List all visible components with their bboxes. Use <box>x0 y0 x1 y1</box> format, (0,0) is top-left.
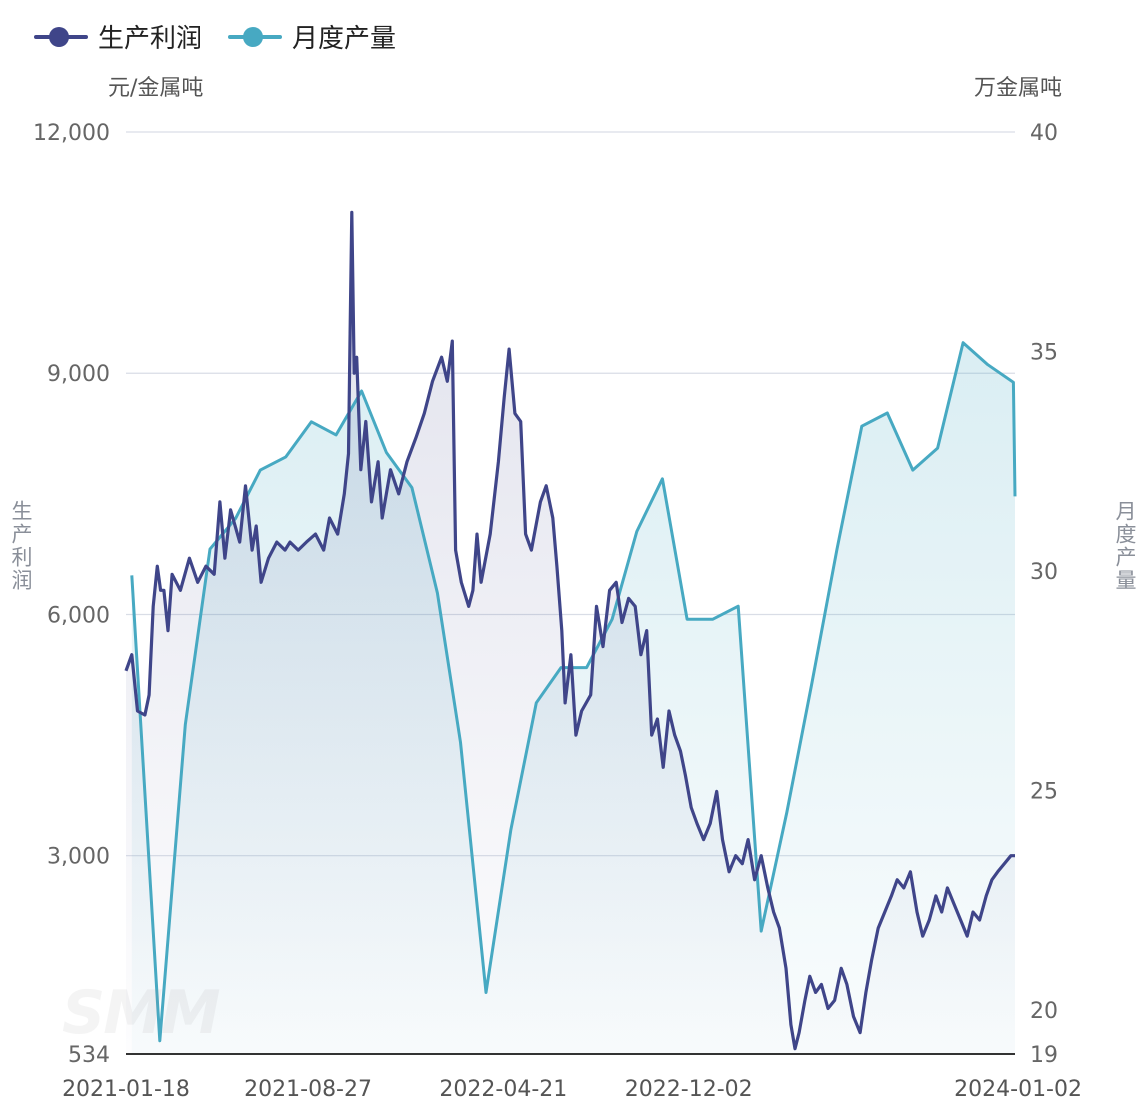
x-tick-label: 2024-01-02 <box>954 1077 1082 1102</box>
output-line[interactable] <box>130 341 1017 1043</box>
watermark: SMM <box>62 978 221 1048</box>
legend-item-output[interactable]: 月度产量 <box>228 18 396 55</box>
area-fills <box>126 212 1016 1054</box>
left-tick-label: 9,000 <box>47 362 110 387</box>
legend-label-output: 月度产量 <box>292 24 397 54</box>
left-tick-label: 12,000 <box>33 121 110 146</box>
x-tick-label: 2022-12-02 <box>625 1077 753 1102</box>
right-tick-label: 19 <box>1030 1043 1058 1068</box>
right-tick-label: 20 <box>1030 999 1058 1024</box>
series-lines <box>124 210 1017 1051</box>
right-tick-label: 35 <box>1030 341 1058 366</box>
legend-marker-output <box>228 26 283 47</box>
legend-marker-profit <box>34 26 88 47</box>
right-tick-label: 30 <box>1030 560 1058 585</box>
right-tick-label: 40 <box>1030 121 1058 146</box>
right-tick-label: 25 <box>1030 780 1058 805</box>
legend: 生产利润 月度产量 <box>34 18 396 55</box>
left-axis-unit: 元/金属吨 <box>108 76 204 101</box>
profit-line[interactable] <box>124 210 1015 1051</box>
left-tick-label: 3,000 <box>47 845 110 870</box>
x-tick-label: 2021-08-27 <box>244 1077 372 1102</box>
left-axis-title: 生产利润 <box>9 500 33 592</box>
x-tick-label: 2022-04-21 <box>439 1077 567 1102</box>
x-tick-label: 2021-01-18 <box>62 1077 190 1102</box>
x-axis-ticks: 2021-01-18 2021-08-27 2022-04-21 2022-12-02… <box>62 1077 1082 1102</box>
left-tick-label: 534 <box>68 1043 110 1068</box>
right-axis-title: 月度产量 <box>1113 500 1137 592</box>
right-axis-ticks: 19 20 25 30 35 40 <box>1030 121 1058 1068</box>
left-tick-label: 6,000 <box>47 603 110 628</box>
legend-label-profit: 生产利润 <box>98 24 203 54</box>
legend-item-profit[interactable]: 生产利润 <box>34 18 202 55</box>
profit-area <box>126 212 1015 1054</box>
left-axis-ticks: 534 3,000 6,000 9,000 12,000 <box>33 121 110 1068</box>
right-axis-unit: 万金属吨 <box>974 76 1063 101</box>
